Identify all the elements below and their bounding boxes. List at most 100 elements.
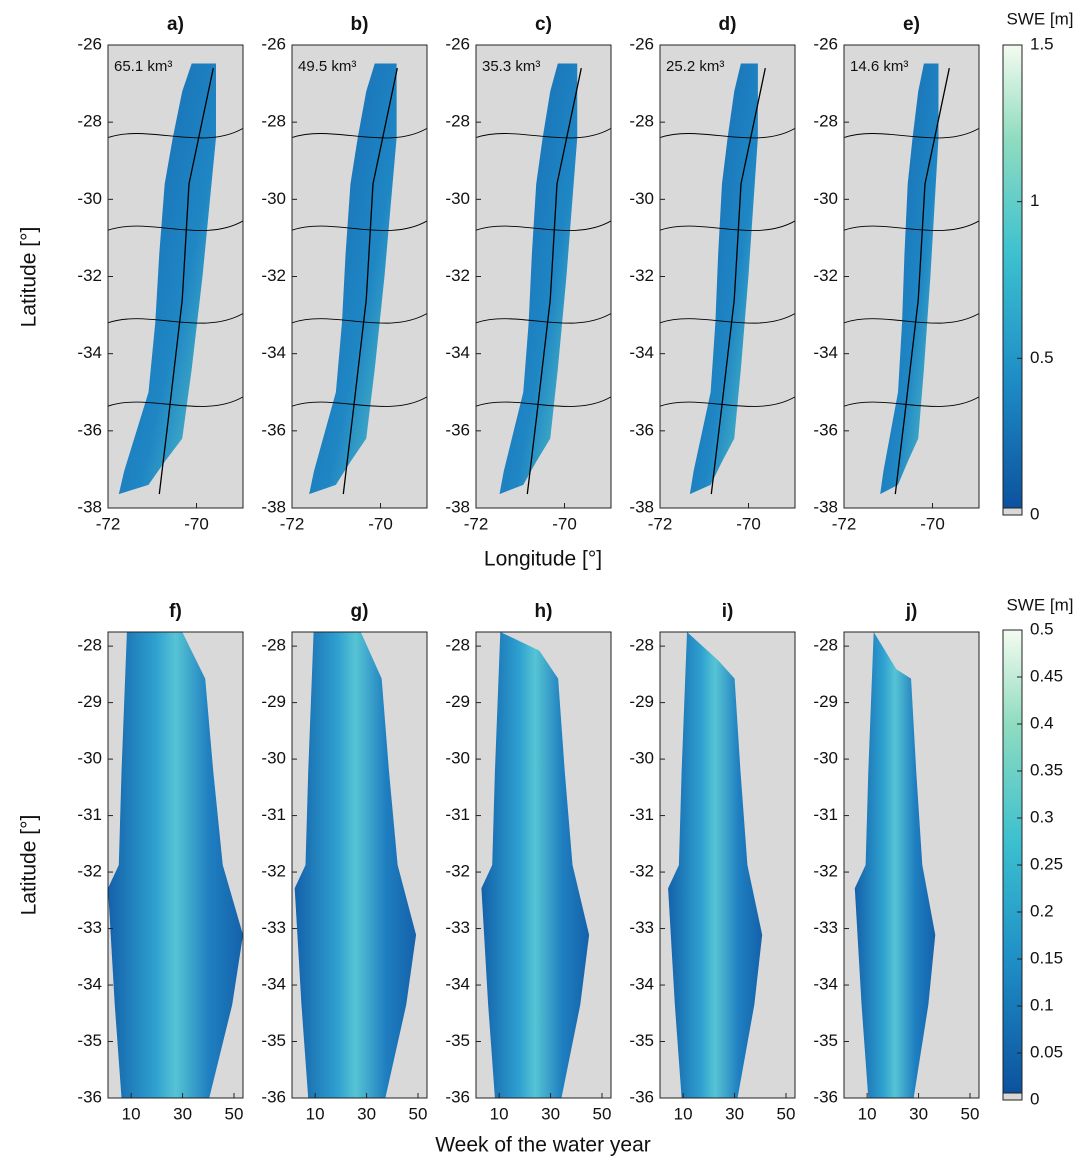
basin-boundary [475, 220, 612, 231]
y-tick-label: -26 [261, 34, 286, 53]
x-tick-label: -72 [464, 514, 489, 533]
y-tick-label: -28 [445, 112, 470, 131]
colorbar-tick-label: 0.25 [1030, 854, 1063, 873]
basin-boundary [475, 396, 612, 407]
snow-area [108, 632, 243, 1098]
colorbar-tick-label: 0 [1030, 1089, 1039, 1108]
x-tick-label: -70 [736, 514, 761, 533]
colorbar-tick-label: 0.35 [1030, 760, 1063, 779]
plot-frame [475, 631, 612, 1099]
y-tick-label: -33 [77, 918, 102, 937]
x-tick-label: -70 [552, 514, 577, 533]
colorbar-tick-label: 0.1 [1030, 995, 1054, 1014]
y-tick-label: -30 [813, 189, 838, 208]
y-tick-label: -30 [445, 189, 470, 208]
y-tick-label: -26 [77, 34, 102, 53]
colorbar-zero [1002, 1092, 1023, 1101]
y-tick-label: -32 [77, 266, 102, 285]
colorbar-tick-label: 0.3 [1030, 807, 1054, 826]
panel-title: c) [535, 14, 552, 35]
colorbar-tick-label: 0.2 [1030, 901, 1054, 920]
x-tick-label: -72 [96, 514, 121, 533]
colorbar-tick-label: 1 [1030, 191, 1039, 210]
y-tick-label: -26 [445, 34, 470, 53]
y-tick-label: -33 [445, 918, 470, 937]
colorbar-tick-label: 1.5 [1030, 34, 1054, 53]
y-tick-label: -34 [445, 343, 470, 362]
y-tick-label: -28 [629, 636, 654, 655]
basin-boundary [710, 68, 766, 495]
plot-frame [291, 631, 428, 1099]
y-tick-label: -32 [813, 862, 838, 881]
volume-label: 65.1 km³ [114, 58, 172, 75]
basin-boundary [158, 68, 214, 495]
x-tick-label: 10 [306, 1104, 325, 1123]
plot-frame [659, 631, 796, 1099]
y-tick-label: -34 [813, 343, 838, 362]
snow-area [481, 632, 590, 1098]
y-tick-label: -35 [813, 1031, 838, 1050]
snow-area [880, 63, 939, 495]
y-tick-label: -29 [261, 692, 286, 711]
x-tick-label: 30 [357, 1104, 376, 1123]
colorbar-tick-label: 0.5 [1030, 348, 1054, 367]
y-tick-label: -34 [629, 975, 654, 994]
colorbar-tick-label: 0.15 [1030, 948, 1063, 967]
plot-frame [843, 631, 980, 1099]
x-tick-label: -72 [648, 514, 673, 533]
x-tick-label: 50 [777, 1104, 796, 1123]
x-tick-label: 50 [961, 1104, 980, 1123]
colorbar-zero [1002, 507, 1023, 516]
x-tick-label: 10 [858, 1104, 877, 1123]
colorbar-tick-label: 0.4 [1030, 713, 1054, 732]
x-tick-label: 10 [490, 1104, 509, 1123]
basin-boundary [291, 313, 428, 324]
y-tick-label: -26 [813, 34, 838, 53]
y-tick-label: -35 [445, 1031, 470, 1050]
y-tick-label: -31 [77, 805, 102, 824]
volume-label: 35.3 km³ [482, 58, 540, 75]
basin-boundary [475, 313, 612, 324]
y-tick-label: -34 [77, 343, 102, 362]
panel-title: i) [722, 601, 734, 622]
y-tick-label: -28 [813, 112, 838, 131]
y-tick-label: -38 [445, 497, 470, 516]
y-tick-label: -28 [813, 636, 838, 655]
panel-title: e) [903, 14, 920, 35]
y-axis-label: Latitude [°] [18, 815, 41, 916]
panel-title: f) [169, 601, 182, 622]
colorbar-title: SWE [m] [1006, 595, 1073, 614]
y-tick-label: -36 [813, 420, 838, 439]
y-tick-label: -36 [629, 420, 654, 439]
y-tick-label: -28 [77, 112, 102, 131]
y-tick-label: -32 [813, 266, 838, 285]
x-tick-label: -70 [184, 514, 209, 533]
colorbar-tick-label: 0 [1030, 504, 1039, 523]
colorbar-tick-label: 0.05 [1030, 1042, 1063, 1061]
basin-boundary [107, 396, 244, 407]
snow-area [854, 632, 936, 1098]
y-tick-label: -29 [813, 692, 838, 711]
snow-area [689, 63, 758, 495]
y-tick-label: -36 [445, 1087, 470, 1106]
y-tick-label: -30 [629, 749, 654, 768]
y-tick-label: -28 [445, 636, 470, 655]
y-tick-label: -31 [445, 805, 470, 824]
y-tick-label: -32 [261, 266, 286, 285]
y-tick-label: -36 [261, 1087, 286, 1106]
x-tick-label: 50 [593, 1104, 612, 1123]
basin-boundary [659, 313, 796, 324]
basin-boundary [291, 127, 428, 139]
y-tick-label: -33 [261, 918, 286, 937]
y-tick-label: -30 [629, 189, 654, 208]
y-tick-label: -28 [77, 636, 102, 655]
basin-boundary [659, 127, 796, 139]
y-tick-label: -36 [261, 420, 286, 439]
colorbar-tick-label: 0.5 [1030, 619, 1054, 638]
x-axis-label: Week of the water year [435, 1134, 651, 1157]
panel-title: h) [535, 601, 553, 622]
panel-title: d) [719, 14, 737, 35]
basin-boundary [107, 220, 244, 231]
y-tick-label: -35 [77, 1031, 102, 1050]
